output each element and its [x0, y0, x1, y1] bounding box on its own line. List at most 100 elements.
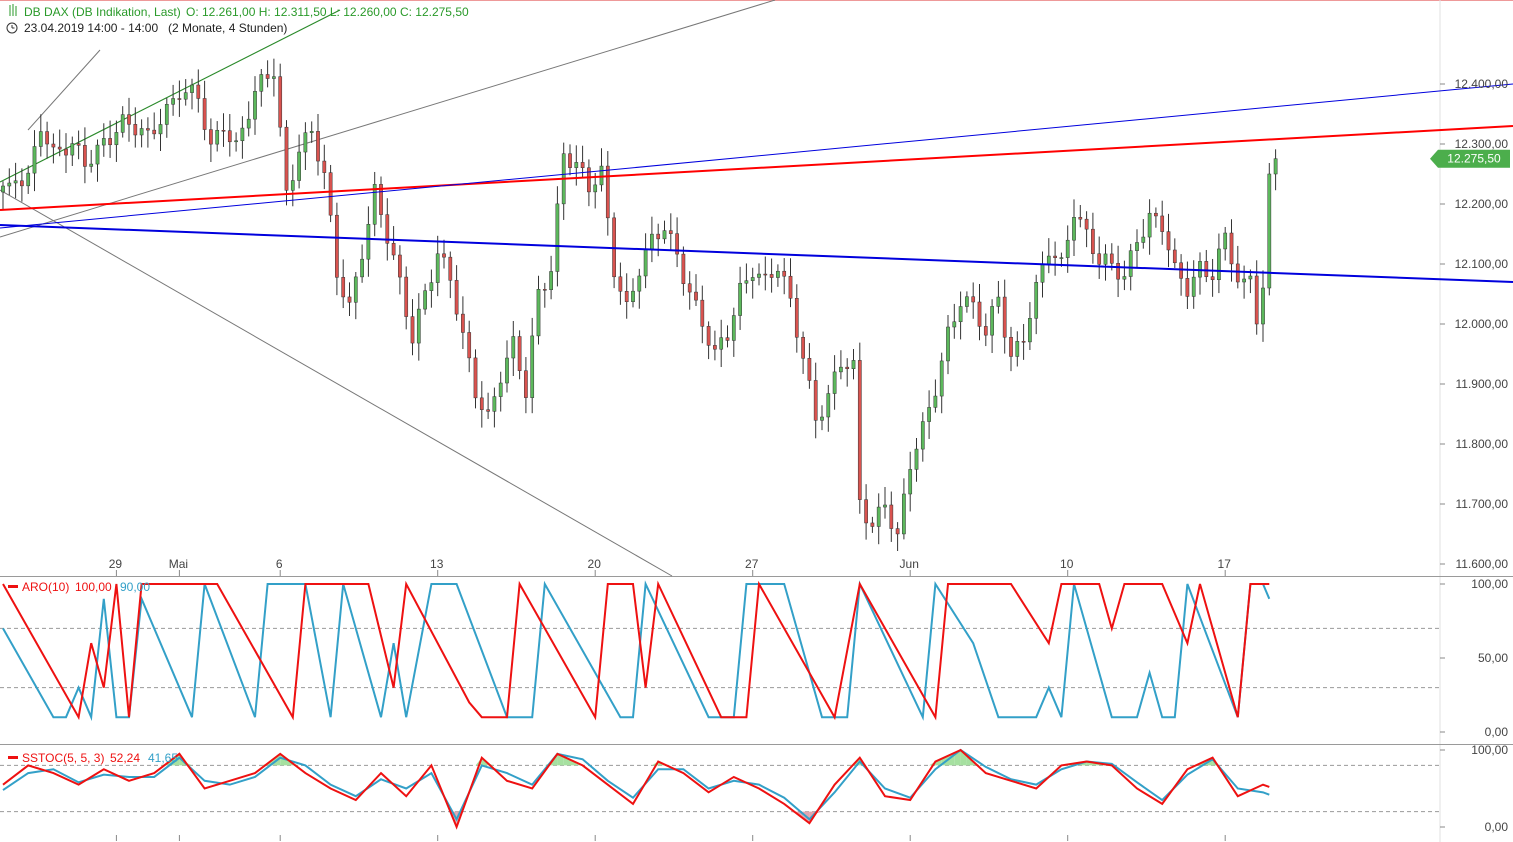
candle: [1103, 244, 1108, 281]
candle: [1009, 326, 1013, 372]
candle-body: [511, 336, 516, 359]
candle: [826, 384, 831, 432]
candle: [1204, 249, 1209, 283]
y-tick-label: 12.100,00: [1455, 257, 1509, 271]
candle: [1147, 199, 1152, 255]
candle: [347, 282, 352, 317]
candle: [435, 235, 440, 297]
candle: [920, 412, 925, 462]
aro-grid: [0, 627, 1440, 689]
aro-legend: ARO(10) 100,00 90,00: [8, 580, 150, 594]
candle: [1034, 274, 1039, 335]
candle: [385, 198, 390, 261]
candle-body: [1248, 275, 1253, 280]
candle-body: [1, 185, 5, 193]
candle: [83, 127, 87, 184]
candle: [442, 239, 446, 269]
candle-body: [64, 148, 68, 156]
candle-body: [297, 151, 301, 181]
candle: [139, 119, 144, 148]
candle-body: [1204, 261, 1209, 277]
candle-body: [1191, 276, 1196, 297]
candle: [448, 251, 453, 299]
candle-body: [265, 74, 270, 79]
candle-body: [876, 506, 881, 527]
candle-body: [240, 127, 245, 142]
candle: [939, 352, 944, 414]
candle: [637, 268, 642, 309]
y-tick-label: 12.000,00: [1455, 317, 1509, 331]
candle: [26, 165, 31, 194]
candle: [530, 317, 535, 414]
candle: [675, 217, 679, 268]
candle-body: [769, 274, 774, 278]
candle-body: [372, 184, 377, 225]
candle: [1242, 265, 1246, 299]
candle-body: [580, 162, 585, 169]
candle-body: [958, 306, 963, 323]
candle-body: [1109, 253, 1114, 264]
candle-body: [832, 371, 837, 394]
candle-body: [857, 360, 862, 500]
candle: [731, 307, 736, 357]
candle-body: [889, 504, 894, 529]
candle: [190, 78, 194, 110]
candle: [486, 392, 490, 419]
candle-body: [404, 276, 409, 317]
timestamp: 23.04.2019 14:00 - 14:00: [24, 21, 158, 35]
candle-body: [146, 128, 150, 131]
candle: [794, 284, 799, 353]
candle-body: [555, 203, 560, 272]
candle-body: [599, 165, 604, 186]
candle: [668, 213, 673, 251]
candle-body: [1223, 232, 1228, 250]
sstoc-legend: SSTOC(5, 5, 3) 52,24 41,65: [8, 751, 178, 765]
candle: [416, 293, 421, 361]
candle: [1028, 302, 1032, 350]
candle: [303, 122, 308, 170]
chart-header: DB DAX (DB Indikation, Last) O: 12.261,0…: [6, 4, 469, 35]
candle-body: [38, 131, 43, 147]
candle: [196, 69, 201, 113]
candle-body: [763, 273, 768, 276]
candle: [158, 108, 163, 151]
candle: [889, 491, 894, 542]
x-tick-label: 27: [745, 557, 759, 571]
candle: [687, 271, 692, 310]
candle: [398, 245, 402, 295]
candle-body: [1185, 278, 1190, 297]
candle-body: [322, 160, 327, 173]
candle: [278, 63, 283, 137]
candle: [410, 299, 415, 356]
candle: [95, 139, 100, 182]
candle-body: [1009, 336, 1013, 357]
clock-icon: [6, 22, 18, 34]
candle: [801, 331, 805, 374]
candle-body: [316, 131, 320, 162]
candle-body: [1147, 212, 1152, 238]
candle-body: [290, 180, 295, 191]
candle: [51, 133, 56, 164]
candle-body: [328, 172, 333, 216]
sstoc-overbought-fill: [960, 750, 967, 766]
candle: [366, 206, 371, 277]
candle: [631, 278, 635, 308]
y-tick-label: 11.700,00: [1456, 497, 1509, 511]
candle-body: [593, 184, 598, 193]
candle: [706, 321, 711, 360]
candle: [719, 319, 724, 368]
candle-body: [1046, 255, 1051, 265]
candle-body: [713, 345, 717, 350]
candle-body: [32, 146, 37, 174]
candle-body: [7, 182, 12, 187]
y-axis-main: 12.400,00 12.300,00 12.200,00 12.100,00 12.0…: [1440, 77, 1508, 571]
candle: [290, 164, 295, 207]
candle: [782, 258, 787, 295]
candle: [914, 438, 919, 482]
candle: [171, 84, 175, 116]
candle-body: [675, 233, 679, 255]
candle-body: [272, 76, 276, 79]
candle: [101, 123, 106, 157]
aro-tick-label: 100,00: [1471, 577, 1508, 591]
candle: [605, 151, 610, 236]
